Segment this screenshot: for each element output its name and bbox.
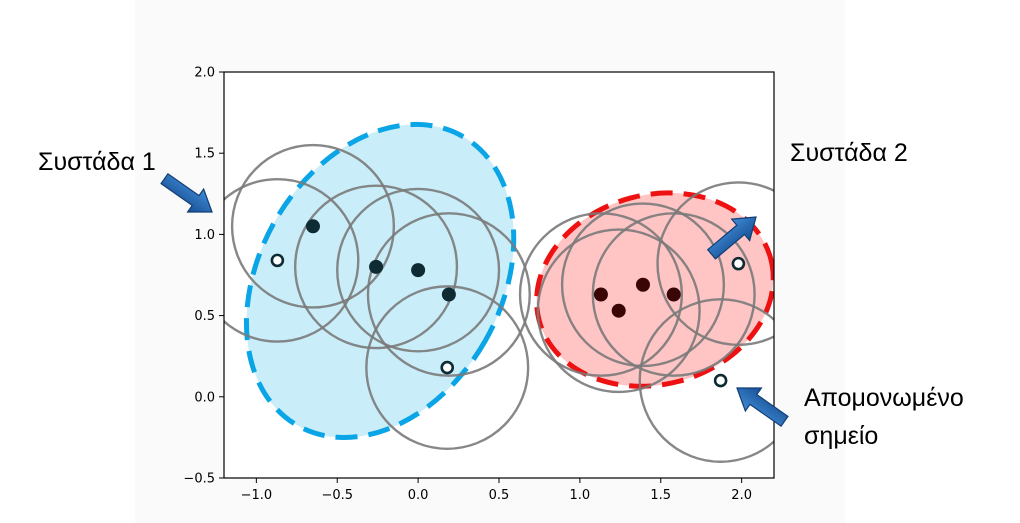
data-points [270,219,746,388]
neighborhood-circle [638,298,774,463]
core-point [305,219,320,234]
x-tick-label: −1.0 [241,488,273,503]
noise-arrow [736,387,789,428]
neighborhood-circle [365,285,530,450]
neighborhood-circle [336,187,501,353]
y-tick-label: 1.0 [194,228,215,243]
cluster-1-arrow [160,172,213,213]
core-point [411,263,426,278]
core-point [611,303,626,318]
x-tick-label: 1.0 [570,488,591,503]
x-tick-label: −0.5 [321,488,353,503]
neighborhood-circle [293,184,459,350]
cluster-1-label: Συστάδα 1 [38,148,156,176]
neighborhood-circle [366,212,531,377]
neighborhood-circle [230,143,396,309]
border-point [731,256,746,271]
cluster-2-arrow [706,216,757,260]
neighborhood-circle [224,178,360,343]
noise-label-line-1: Απομονωμένο [804,384,964,412]
noise-point [713,373,728,388]
core-point [666,287,681,302]
core-point [593,287,608,302]
neighborhood-circle [518,212,683,377]
y-tick-label: 0.0 [194,390,215,405]
y-tick-label: 1.5 [194,147,215,162]
border-point [440,360,455,375]
noise-label-line-2: σημείο [804,422,878,450]
neighborhood-circle [536,228,701,394]
neighborhood-circle [656,181,774,347]
core-point [441,287,456,302]
plot-content [224,121,774,463]
x-tick-label: 0.0 [408,488,429,503]
y-tick-label: 2.0 [194,66,215,81]
core-point [369,259,384,274]
y-axis: −0.5 0.0 0.5 1.0 1.5 2.0 [183,66,224,487]
neighborhood-circle [560,202,726,368]
neighborhood-circles [224,143,774,463]
cluster-2-label: Συστάδα 2 [790,139,908,167]
y-tick-label: −0.5 [183,472,215,487]
x-tick-label: 1.5 [650,488,671,503]
cluster-1-region [243,121,517,440]
core-point [635,277,650,292]
x-axis: −1.0 −0.5 0.0 0.5 1.0 1.5 2.0 [241,478,752,503]
x-tick-label: 2.0 [731,488,752,503]
border-point [270,253,285,268]
y-tick-label: 0.5 [194,309,215,324]
x-tick-label: 0.5 [489,488,510,503]
